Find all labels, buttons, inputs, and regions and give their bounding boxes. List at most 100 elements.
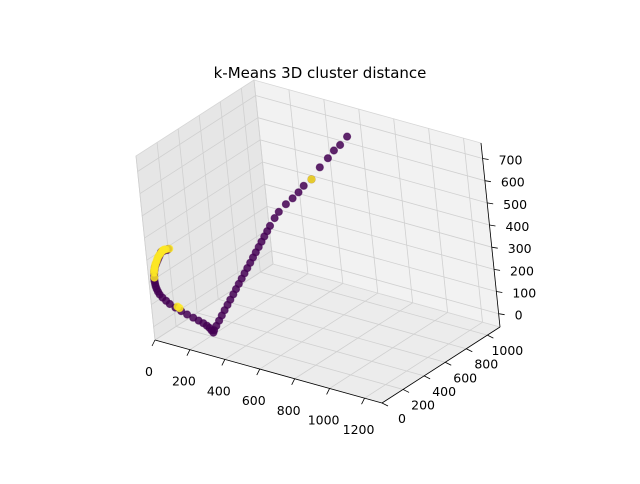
x-axis-line	[154, 339, 383, 404]
z-grid-line	[260, 139, 488, 204]
y-grid-line	[198, 115, 219, 300]
y-tick-label: 200	[411, 397, 435, 412]
y-tick	[423, 375, 431, 380]
z-tick	[493, 268, 501, 271]
x-tick-label: 1200	[343, 422, 375, 437]
x-grid-line	[329, 312, 448, 389]
x-tick	[291, 378, 296, 385]
y-grid-line	[260, 271, 488, 336]
cluster-0-point	[281, 200, 290, 209]
cluster-1-point	[165, 244, 174, 253]
z-tick-label: 100	[512, 286, 536, 301]
x-grid-line	[224, 283, 344, 360]
y-tick	[381, 402, 389, 407]
y-tick	[402, 389, 410, 393]
x-tick-label: 600	[242, 393, 266, 408]
x-tick	[256, 368, 261, 376]
z-tick-label: 500	[503, 197, 527, 212]
x-grid-line	[428, 128, 449, 313]
z-tick	[491, 246, 498, 249]
z-grid-line	[255, 95, 483, 159]
x-grid-line	[358, 109, 379, 294]
z-grid-line	[148, 206, 268, 283]
y-grid-line	[156, 142, 177, 327]
z-grid-line	[266, 205, 495, 270]
y-tick-label: 600	[453, 370, 477, 385]
x-grid-line	[323, 99, 344, 284]
chart-title: k-Means 3D cluster distance	[213, 64, 427, 82]
z-tick	[482, 158, 489, 160]
x-tick-label: 800	[277, 403, 301, 418]
z-tick	[484, 180, 491, 183]
z-tick-label: 200	[510, 263, 534, 278]
x-tick	[186, 349, 191, 356]
cluster-0-point	[265, 221, 275, 230]
x-grid-line	[463, 138, 483, 323]
x-tick-label: 200	[172, 374, 196, 389]
x-tick	[221, 359, 226, 366]
z-grid-line	[144, 161, 263, 239]
z-tick	[487, 202, 494, 205]
cluster-1-point	[307, 175, 316, 184]
x-tick	[326, 388, 330, 395]
cluster-0-point	[270, 214, 279, 223]
y-grid-line	[240, 88, 261, 273]
z-grid-line	[137, 95, 256, 172]
z-grid-line	[151, 228, 270, 305]
z-grid-line	[262, 161, 490, 226]
x-grid-line	[364, 321, 483, 399]
z-grid-line	[257, 117, 485, 182]
x-grid-line	[259, 292, 378, 370]
z-grid-line	[269, 228, 497, 292]
y-grid-line	[175, 326, 404, 390]
x-tick-label: 0	[145, 364, 153, 379]
cluster-0-point	[294, 188, 303, 197]
z-tick-label: 400	[505, 219, 529, 234]
y-tick-label: 0	[398, 411, 406, 426]
z-grid-line	[264, 183, 492, 248]
y-grid-line	[219, 101, 240, 286]
z-tick	[489, 224, 496, 227]
cluster-0-point	[343, 132, 352, 141]
z-tick-label: 700	[499, 153, 523, 168]
cluster-0-point	[274, 207, 283, 216]
z-axis-line	[480, 142, 501, 328]
y-tick-label: 1000	[491, 343, 523, 358]
y-grid-line	[239, 285, 467, 350]
y-tick	[466, 348, 473, 353]
z-tick	[496, 291, 503, 293]
y-tick	[487, 334, 494, 339]
y-tick-label: 400	[432, 384, 456, 399]
y-grid-line	[177, 128, 198, 313]
cluster-0-point	[336, 140, 345, 150]
y-axis-line	[381, 326, 501, 404]
x-grid-line	[154, 263, 274, 341]
y-grid-line	[197, 312, 425, 377]
cluster-0-point	[165, 299, 174, 309]
x-tick	[361, 397, 365, 405]
cluster-0-point	[315, 163, 324, 172]
z-tick	[498, 313, 505, 316]
x-grid-line	[393, 118, 414, 303]
cluster-0-point	[288, 194, 297, 203]
y-grid-line	[135, 155, 156, 341]
x-tick	[151, 339, 156, 347]
y-tick-label: 800	[474, 357, 498, 372]
x-grid-line	[294, 302, 413, 380]
z-tick-label: 0	[515, 308, 523, 323]
z-tick-label: 300	[508, 241, 532, 256]
z-grid-line	[271, 250, 499, 315]
cluster-1-point	[175, 304, 184, 313]
x-tick-label: 400	[207, 383, 231, 398]
y-tick	[445, 361, 452, 366]
z-tick-label: 600	[501, 175, 525, 190]
x-grid-line	[189, 273, 309, 351]
cluster-0-point	[323, 154, 332, 163]
y-grid-line	[218, 298, 446, 363]
x-tick-label: 1000	[308, 412, 340, 427]
x-grid-line	[288, 89, 309, 274]
z-grid-line	[141, 139, 261, 217]
cluster-0-point	[299, 181, 308, 190]
